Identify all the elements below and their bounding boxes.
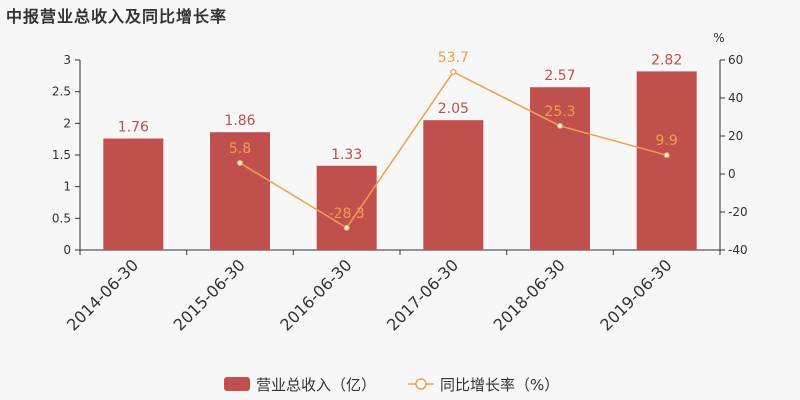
x-category-label: 2015-06-30 bbox=[170, 255, 249, 334]
legend-line-label: 同比增长率（%） bbox=[440, 376, 559, 394]
bar-value-label: 2.57 bbox=[544, 68, 575, 84]
chart-title: 中报营业总收入及同比增长率 bbox=[6, 7, 228, 26]
y-right-tick-label: 20 bbox=[728, 129, 743, 143]
bar-value-label: 2.05 bbox=[438, 101, 469, 117]
y-left-tick-label: 3 bbox=[63, 53, 71, 67]
x-category-label: 2016-06-30 bbox=[276, 255, 355, 334]
bar bbox=[530, 87, 590, 250]
y-left-tick-label: 2.5 bbox=[52, 85, 71, 99]
y-right-tick-label: 0 bbox=[728, 167, 736, 181]
y-right-tick-label: -40 bbox=[728, 243, 748, 257]
bar-series bbox=[103, 71, 697, 251]
growth-value-label: 9.9 bbox=[656, 133, 678, 149]
legend-bar-label: 营业总收入（亿） bbox=[256, 376, 376, 394]
growth-value-label: -28.3 bbox=[329, 206, 365, 222]
growth-value-label: 25.3 bbox=[544, 104, 575, 120]
growth-point bbox=[556, 122, 564, 130]
bar bbox=[210, 132, 270, 250]
bar-value-label: 2.82 bbox=[651, 52, 682, 68]
bar-value-label: 1.86 bbox=[224, 113, 255, 129]
line-series bbox=[236, 68, 670, 231]
y-left-tick-label: 1.5 bbox=[52, 148, 71, 162]
legend-line-marker bbox=[415, 378, 427, 390]
growth-point bbox=[663, 152, 670, 159]
y-right-unit: % bbox=[713, 31, 724, 45]
bar-value-label: 1.76 bbox=[118, 120, 149, 136]
x-category-label: 2014-06-30 bbox=[63, 255, 142, 334]
growth-value-label: 5.8 bbox=[229, 141, 251, 157]
y-right-tick-label: -20 bbox=[728, 205, 748, 219]
growth-value-label: 53.7 bbox=[438, 50, 469, 66]
bar bbox=[103, 138, 164, 250]
x-category-label: 2018-06-30 bbox=[490, 255, 569, 334]
data-labels: 1.76 1.86 1.33 2.05 2.57 2.82 5.8 -28.3 53.7 25.3… bbox=[118, 50, 683, 222]
y-right-tick-label: 40 bbox=[728, 91, 743, 105]
y-left-tick-label: 0 bbox=[63, 243, 71, 257]
y-left-tick-label: 1 bbox=[63, 180, 71, 194]
x-category-label: 2017-06-30 bbox=[383, 255, 462, 334]
y-left-tick-label: 0.5 bbox=[52, 211, 71, 225]
growth-point bbox=[450, 68, 457, 76]
x-category-label: 2019-06-30 bbox=[596, 255, 675, 334]
y-right-tick-label: 60 bbox=[728, 53, 743, 67]
growth-point bbox=[236, 159, 244, 167]
legend: 营业总收入（亿） 同比增长率（%） bbox=[224, 376, 559, 394]
bar bbox=[423, 120, 484, 251]
legend-bar-swatch bbox=[224, 377, 250, 391]
growth-point bbox=[343, 224, 350, 231]
y-left-tick-label: 2 bbox=[63, 116, 71, 130]
bar-value-label: 1.33 bbox=[331, 147, 362, 163]
bar bbox=[636, 71, 697, 251]
bar bbox=[316, 165, 377, 250]
